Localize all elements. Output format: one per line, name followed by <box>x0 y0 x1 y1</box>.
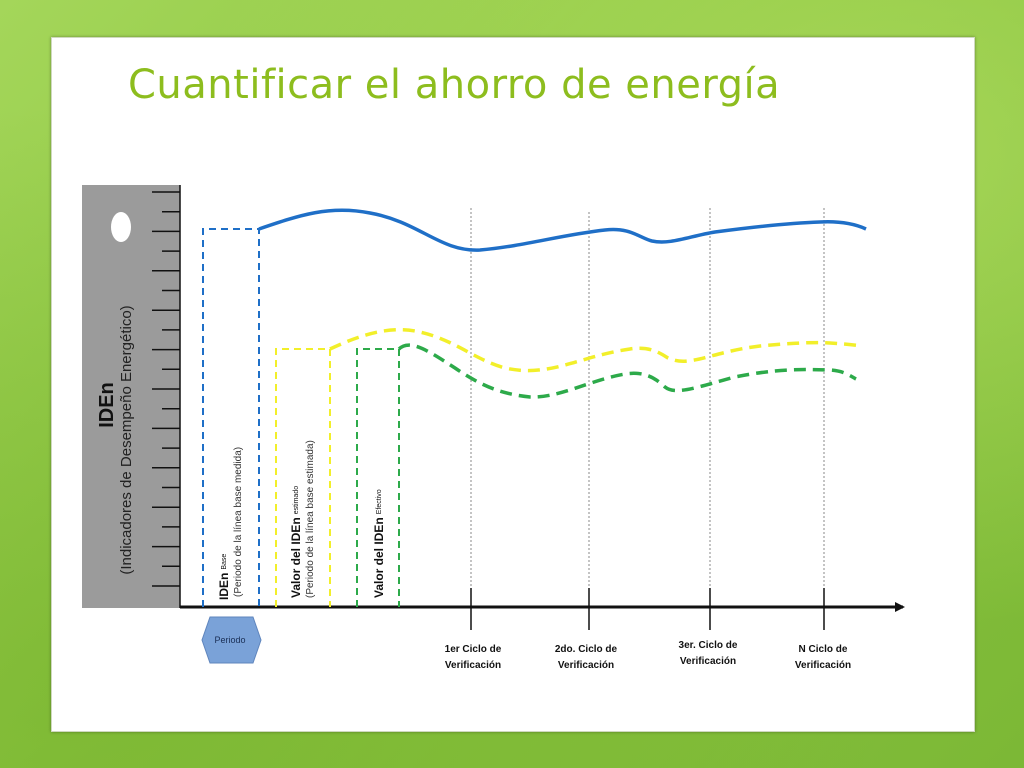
baseline-curve <box>258 208 867 252</box>
actual-label: Valor del IDEnEfectivo <box>372 489 386 598</box>
baseline-period-box <box>202 228 260 607</box>
cycle-2-line1: 2do. Ciclo de <box>555 644 618 655</box>
cycle-3-line2: Verificación <box>680 656 736 667</box>
baseline-note: (Periodo de la línea base medida) <box>233 447 244 597</box>
cycle-1-line1: 1er Ciclo de <box>445 644 502 655</box>
y-axis-bar <box>82 185 180 608</box>
y-axis-title: IDEn <box>96 382 118 428</box>
cycle-labels: 1er Ciclo de Verificación 2do. Ciclo de … <box>445 640 851 671</box>
marker-dot <box>111 212 131 242</box>
cycle-1-line2: Verificación <box>445 660 501 671</box>
actual-period-box <box>356 348 400 607</box>
cycle-4-line2: Verificación <box>795 660 851 671</box>
cycle-axis-ticks <box>470 588 825 630</box>
cycle-3-line1: 3er. Ciclo de <box>679 640 738 651</box>
baseline-label: IDEnBase <box>217 554 231 600</box>
estimated-period-box <box>275 348 331 607</box>
y-axis-subtitle: (Indicadores de Desempeño Energético) <box>118 305 135 574</box>
estimated-note: (Periodo de la línea base estimada) <box>305 440 316 598</box>
estimated-curve <box>329 327 863 373</box>
cycle-2-line2: Verificación <box>558 660 614 671</box>
slide-panel <box>51 37 975 732</box>
actual-curve <box>397 343 857 399</box>
period-arrow <box>201 616 262 664</box>
cycle-4-line1: N Ciclo de <box>799 644 848 655</box>
slide-title: Cuantificar el ahorro de energía <box>128 62 781 108</box>
estimated-label: Valor del IDEnestimado <box>289 486 303 598</box>
period-label: Periodo <box>214 635 245 645</box>
y-axis-ticks <box>152 185 181 608</box>
cycle-lines <box>470 208 825 607</box>
